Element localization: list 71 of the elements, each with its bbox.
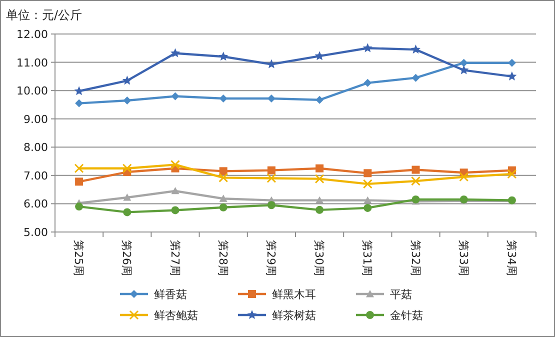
point bbox=[171, 186, 180, 194]
x-tick-label: 第31周 bbox=[360, 240, 374, 276]
point bbox=[122, 76, 132, 85]
point bbox=[267, 201, 276, 210]
point bbox=[364, 78, 372, 87]
x-tick-label: 第27周 bbox=[168, 240, 182, 276]
x-tick-label: 第29周 bbox=[264, 240, 278, 276]
point bbox=[74, 164, 84, 174]
x-tick-label: 第33周 bbox=[456, 240, 470, 276]
x-tick-label: 第28周 bbox=[216, 240, 230, 276]
point bbox=[170, 48, 180, 58]
point bbox=[507, 169, 517, 179]
point bbox=[219, 203, 228, 212]
point bbox=[364, 169, 372, 178]
point bbox=[459, 172, 469, 182]
x-tick-label: 第32周 bbox=[408, 240, 422, 276]
y-tick-label: 5.00 bbox=[24, 226, 48, 239]
point bbox=[364, 204, 372, 212]
point bbox=[314, 174, 324, 184]
legend-label: 鲜香菇 bbox=[154, 288, 187, 301]
point bbox=[410, 44, 421, 54]
legend-label: 鲜黑木耳 bbox=[272, 288, 316, 301]
y-tick-label: 6.00 bbox=[24, 198, 48, 211]
point bbox=[316, 96, 324, 104]
point bbox=[362, 179, 372, 189]
point bbox=[123, 208, 132, 216]
point bbox=[314, 51, 324, 60]
point bbox=[507, 71, 517, 80]
point bbox=[267, 166, 276, 174]
x-tick-label: 第26周 bbox=[120, 240, 134, 276]
y-tick-label: 7.00 bbox=[24, 169, 48, 182]
legend-label: 金针菇 bbox=[390, 309, 423, 322]
x-tick-label: 第30周 bbox=[312, 240, 326, 276]
legend-label: 鲜杏鲍菇 bbox=[154, 309, 198, 322]
x-tick-label: 第34周 bbox=[504, 240, 518, 276]
y-tick-label: 12.00 bbox=[16, 28, 48, 41]
point bbox=[266, 59, 276, 68]
point bbox=[362, 43, 372, 52]
point bbox=[219, 94, 228, 102]
point bbox=[316, 164, 324, 172]
y-tick-label: 8.00 bbox=[24, 141, 48, 154]
point bbox=[364, 196, 372, 204]
point bbox=[219, 194, 228, 202]
point bbox=[75, 202, 84, 211]
point bbox=[170, 160, 180, 170]
y-tick-label: 11.00 bbox=[16, 56, 48, 70]
point bbox=[219, 167, 228, 176]
point bbox=[122, 164, 132, 174]
point bbox=[460, 58, 468, 67]
y-tick-label: 10.00 bbox=[16, 84, 48, 98]
legend-label: 平菇 bbox=[390, 288, 412, 301]
point bbox=[411, 176, 420, 186]
point bbox=[412, 74, 420, 82]
point bbox=[459, 65, 469, 74]
point bbox=[508, 58, 516, 67]
point bbox=[316, 196, 324, 204]
point bbox=[171, 206, 180, 214]
point bbox=[266, 174, 276, 184]
chart-title: 单位：元/公斤 bbox=[6, 8, 82, 22]
point bbox=[412, 166, 420, 174]
legend-label: 鲜茶树菇 bbox=[272, 309, 316, 322]
x-tick-label: 第25周 bbox=[72, 240, 86, 276]
point bbox=[75, 99, 84, 108]
y-tick-label: 9.00 bbox=[24, 112, 48, 126]
point bbox=[123, 96, 132, 104]
point bbox=[218, 172, 228, 182]
point bbox=[123, 193, 132, 201]
point bbox=[171, 92, 180, 100]
point bbox=[75, 178, 84, 186]
point bbox=[218, 52, 228, 61]
point bbox=[316, 206, 324, 214]
